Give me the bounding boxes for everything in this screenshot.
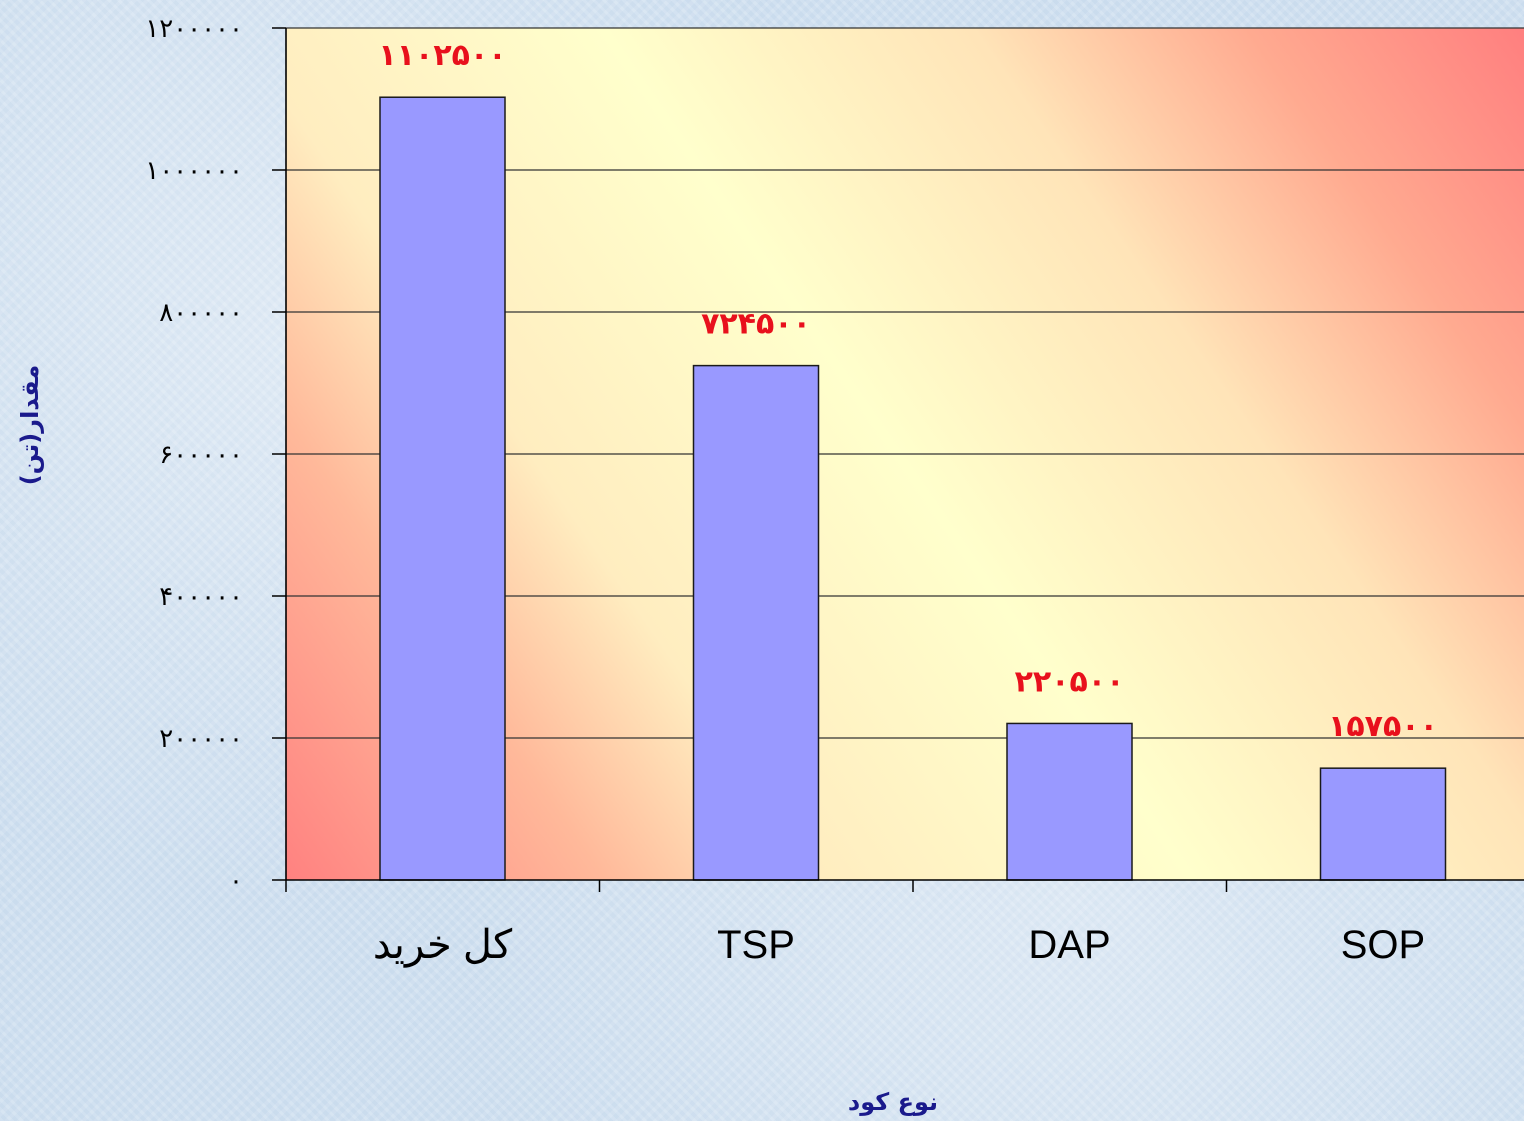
y-tick-label: ۸۰۰۰۰۰ bbox=[159, 298, 243, 328]
data-label: ۲۲۰۵۰۰ bbox=[1015, 664, 1125, 699]
y-tick-label: ۱۰۰۰۰۰۰ bbox=[145, 156, 243, 186]
x-tick-label: TSP bbox=[717, 923, 795, 967]
data-label: ۱۱۰۲۵۰۰ bbox=[378, 38, 506, 73]
axes: ۰ ۲۰۰۰۰۰ ۴۰۰۰۰۰ ۶۰۰۰۰۰ ۸۰۰۰۰۰ ۱۰۰۰۰۰۰ ۱۲۰۰۰۰۰ ک… bbox=[145, 14, 1524, 968]
x-tick-label: DAP bbox=[1028, 923, 1110, 967]
x-axis-title: نوع کود bbox=[848, 1088, 938, 1116]
x-tick-label: SOP bbox=[1341, 923, 1425, 967]
y-tick-label: ۴۰۰۰۰۰ bbox=[159, 582, 243, 612]
y-tick-label: ۱۲۰۰۰۰۰ bbox=[145, 14, 243, 44]
bar bbox=[379, 96, 506, 881]
y-axis-title: مقدار(تن) bbox=[16, 365, 44, 486]
bar bbox=[1319, 767, 1447, 881]
data-label: ۷۲۴۵۰۰ bbox=[701, 307, 811, 342]
bar bbox=[692, 364, 820, 881]
bars bbox=[379, 96, 1447, 881]
y-tick-label: ۰ bbox=[229, 866, 243, 896]
y-tick-label: ۲۰۰۰۰۰ bbox=[159, 724, 243, 754]
x-tick-label: کل خرید bbox=[373, 923, 513, 968]
bar bbox=[1006, 722, 1133, 881]
data-label: ۱۵۷۵۰۰ bbox=[1328, 709, 1438, 744]
y-tick-label: ۶۰۰۰۰۰ bbox=[159, 440, 243, 470]
data-labels: ۱۱۰۲۵۰۰ ۷۲۴۵۰۰ ۲۲۰۵۰۰ ۱۵۷۵۰۰ bbox=[378, 38, 1438, 744]
